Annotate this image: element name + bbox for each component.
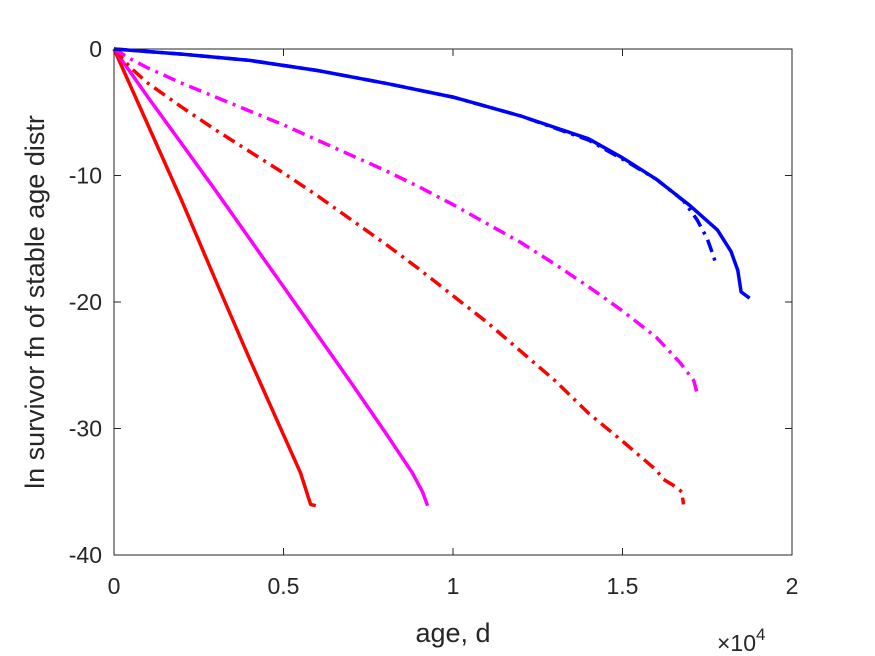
series-line-3 (112, 47, 686, 505)
series-line-4 (113, 47, 699, 394)
x-tick-label: 0.5 (268, 573, 300, 599)
series-line-2 (112, 47, 430, 507)
x-tick-label: 1 (447, 573, 460, 599)
y-tick-label: -20 (69, 289, 102, 315)
y-tick-label: -40 (69, 542, 102, 568)
plot-area (113, 48, 793, 556)
x-tick-label: 1.5 (607, 573, 639, 599)
x-axis-label: age, d (415, 618, 490, 648)
y-tick-label: 0 (89, 36, 102, 62)
ticks-layer: 0 0.5 1 1.5 2 0 -10 -20 -30 -40 (69, 36, 799, 599)
series-line-1 (112, 48, 317, 508)
x-multiplier-label: ×104 (717, 625, 765, 656)
series-layer (112, 47, 751, 508)
y-axis-label: ln survivor fn of stable age distr (20, 115, 50, 489)
x-multiplier-base: ×10 (717, 630, 756, 656)
y-tick-label: -30 (69, 416, 102, 442)
x-multiplier-exponent: 4 (756, 625, 765, 644)
y-tick-label: -10 (69, 163, 102, 189)
x-tick-label: 0 (108, 573, 121, 599)
x-tick-label: 2 (786, 573, 799, 599)
series-line-6 (113, 47, 751, 300)
